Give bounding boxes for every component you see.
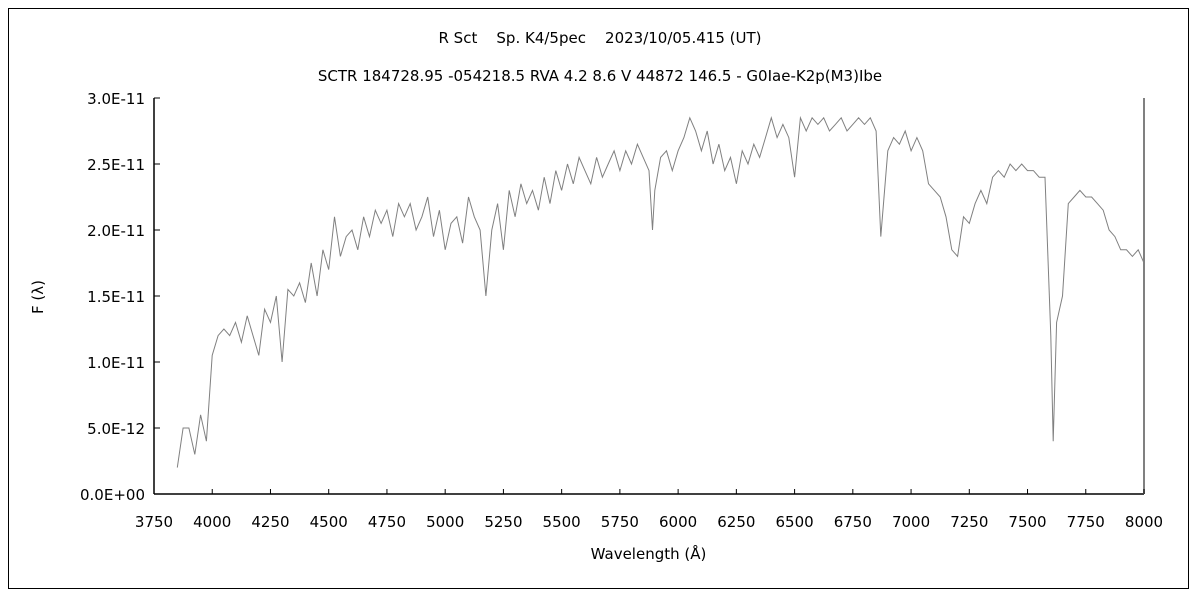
y-tick-label: 2.5E-11 [87,156,145,174]
x-tick-label: 7750 [1067,513,1105,531]
y-tick-label: 0.0E+00 [80,486,145,504]
x-tick-label: 5250 [484,513,522,531]
spectrum-line [176,115,1145,468]
x-tick-label: 4000 [193,513,231,531]
x-tick-label: 7000 [892,513,930,531]
x-axis-label: Wavelength (Å) [590,545,707,563]
y-tick-label: 2.0E-11 [87,222,145,240]
x-tick-label: 6000 [659,513,697,531]
x-tick-label: 5750 [601,513,639,531]
x-tick-label: 5500 [543,513,581,531]
x-tick-label: 6250 [717,513,755,531]
x-tick-label: 5000 [426,513,464,531]
x-tick-label: 7250 [950,513,988,531]
y-tick-label: 1.5E-11 [87,288,145,306]
y-tick-label: 3.0E-11 [87,90,145,108]
x-tick-label: 6750 [834,513,872,531]
chart-subtitle: SCTR 184728.95 -054218.5 RVA 4.2 8.6 V 4… [317,67,883,85]
x-tick-label: 4250 [251,513,289,531]
x-tick-label: 8000 [1125,513,1163,531]
x-tick-label: 3750 [135,513,173,531]
x-tick-label: 6500 [775,513,813,531]
chart-title: R Sct Sp. K4/5pec 2023/10/05.415 (UT) [438,29,762,47]
x-tick-label: 4750 [368,513,406,531]
y-tick-label: 1.0E-11 [87,354,145,372]
chart-frame [8,8,1189,589]
x-tick-label: 7500 [1008,513,1046,531]
x-tick-label: 4500 [310,513,348,531]
y-tick-label: 5.0E-12 [87,420,145,438]
